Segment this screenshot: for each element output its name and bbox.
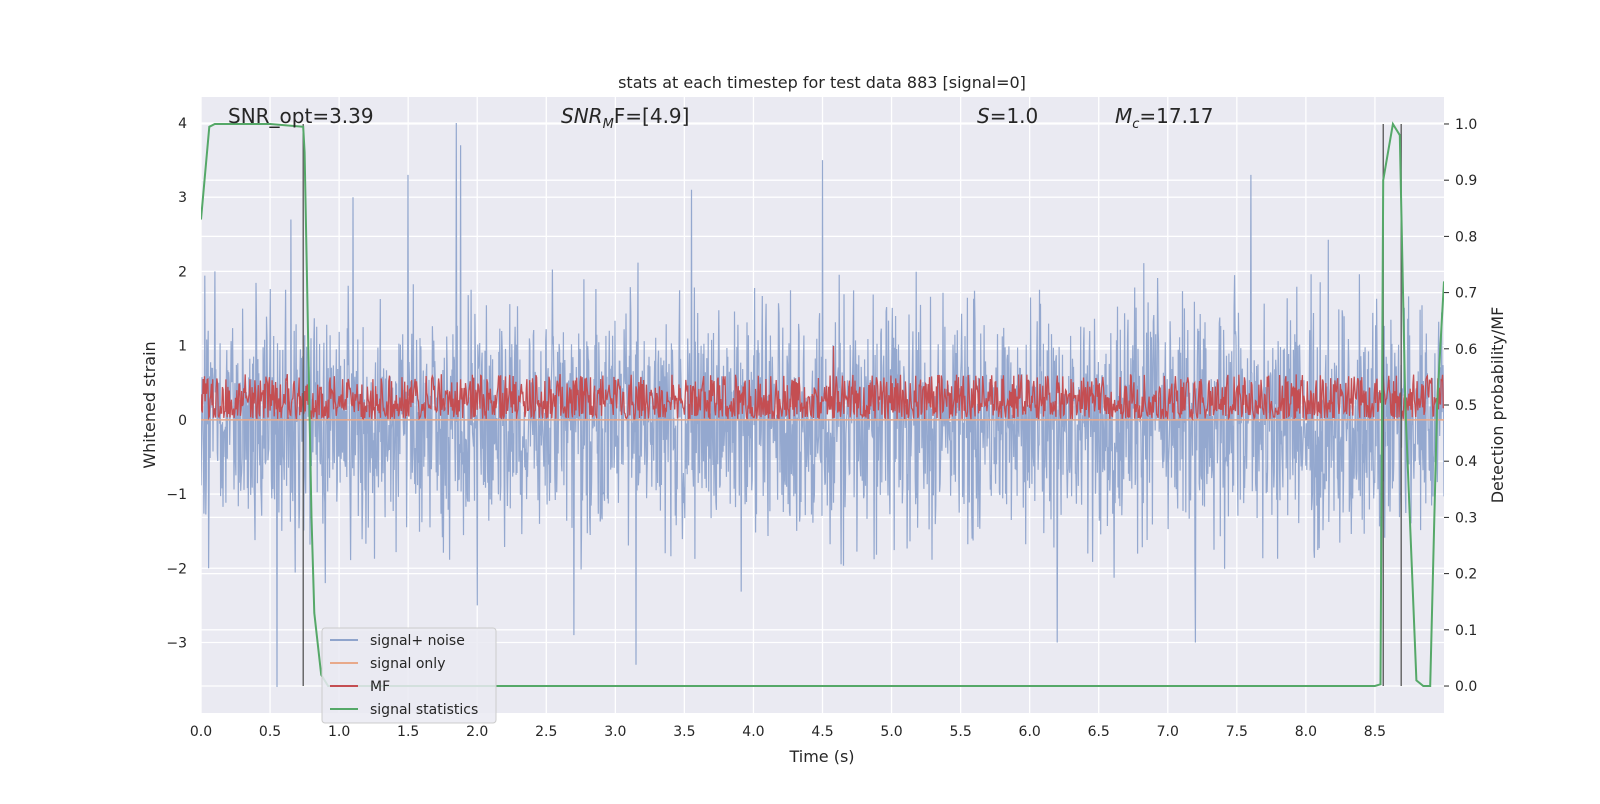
annotation-s-rest: =1.0	[990, 104, 1039, 128]
y-left-tick-label: 2	[178, 264, 187, 280]
x-tick-label: 3.5	[673, 724, 695, 740]
legend-label-signal-noise: signal+ noise	[370, 633, 465, 649]
ticks-layer: 0.0 0.5 1.0 1.5 2.0 2.5 3.0 3.5 4.0 4.5 5.0 5.5 6.0 6…	[166, 116, 1477, 740]
y-axis-label-left: Whitened strain	[140, 341, 159, 468]
x-tick-label: 0.0	[190, 724, 212, 740]
y-right-tick-label: 0.8	[1455, 229, 1477, 245]
y-left-tick-label: 1	[178, 339, 187, 355]
legend-box	[321, 627, 497, 724]
series-signal-statistics-line	[201, 121, 1444, 687]
y-left-tick-label: −3	[166, 635, 187, 651]
legend-label-mf: MF	[370, 679, 390, 695]
x-tick-label: 6.0	[1019, 724, 1041, 740]
y-axis-label-right: Detection probability/MF	[1488, 307, 1507, 504]
annotation-snr-mf-main: SNR	[561, 104, 603, 128]
y-right-tick-label: 0.2	[1455, 567, 1477, 583]
x-tick-label: 2.0	[466, 724, 488, 740]
x-tick-label: 4.0	[742, 724, 764, 740]
annotation-snr-mf: SNRMF=[4.9]	[561, 104, 689, 132]
annotation-mc-main: M	[1115, 104, 1132, 128]
x-tick-label: 3.0	[604, 724, 626, 740]
annotation-snr-opt: SNR_opt=3.39	[228, 104, 374, 128]
x-tick-label: 5.5	[949, 724, 971, 740]
chart-title: stats at each timestep for test data 883…	[618, 73, 1026, 92]
x-tick-label: 0.5	[259, 724, 281, 740]
legend: signal+ noise signal only MF signal stat…	[321, 627, 497, 724]
y-right-tick-label: 0.9	[1455, 173, 1477, 189]
y-right-tick-label: 0.0	[1455, 679, 1477, 695]
x-tick-label: 4.5	[811, 724, 833, 740]
x-tick-label: 1.0	[328, 724, 350, 740]
annotation-mc-rest: =17.17	[1139, 104, 1213, 128]
x-tick-label: 7.0	[1157, 724, 1179, 740]
x-tick-label: 7.5	[1226, 724, 1248, 740]
y-right-tick-label: 0.3	[1455, 510, 1477, 526]
y-right-tick-label: 0.5	[1455, 398, 1477, 414]
y-right-tick-label: 0.1	[1455, 623, 1477, 639]
x-tick-label: 6.5	[1088, 724, 1110, 740]
x-tick-label: 2.5	[535, 724, 557, 740]
series-signal-noise-line	[201, 122, 1444, 688]
x-tick-label: 1.5	[397, 724, 419, 740]
series-mf-line	[201, 345, 1444, 421]
y-left-tick-label: −1	[166, 487, 187, 503]
annotation-snr-mf-sub: M	[603, 117, 614, 132]
y-right-tick-label: 0.6	[1455, 342, 1477, 358]
x-axis-label: Time (s)	[788, 747, 854, 766]
annotation-s: S=1.0	[977, 104, 1038, 128]
y-right-tick-label: 1.0	[1455, 117, 1477, 133]
annotation-s-main: S	[977, 104, 990, 128]
y-left-tick-label: 3	[178, 190, 187, 206]
x-tick-label: 8.5	[1364, 724, 1386, 740]
y-left-tick-label: 4	[178, 116, 187, 132]
y-right-tick-label: 0.4	[1455, 454, 1477, 470]
annotation-mc: Mc=17.17	[1115, 104, 1213, 132]
legend-label-signal-only: signal only	[370, 656, 445, 672]
series-layer	[201, 121, 1444, 688]
x-tick-label: 8.0	[1295, 724, 1317, 740]
annotation-mc-sub: c	[1132, 117, 1139, 132]
y-right-tick-label: 0.7	[1455, 286, 1477, 302]
x-tick-label: 5.0	[880, 724, 902, 740]
legend-label-signal-statistics: signal statistics	[370, 702, 478, 718]
y-left-tick-label: −2	[166, 561, 187, 577]
y-left-tick-label: 0	[178, 413, 187, 429]
annotation-snr-mf-rest: F=[4.9]	[614, 104, 690, 128]
